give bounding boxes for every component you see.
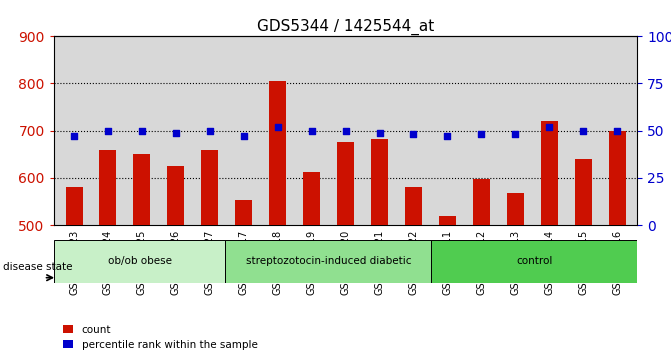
Bar bbox=[303, 172, 320, 225]
Point bbox=[476, 131, 486, 137]
Bar bbox=[507, 193, 524, 225]
Point bbox=[170, 130, 181, 135]
Title: GDS5344 / 1425544_at: GDS5344 / 1425544_at bbox=[257, 19, 434, 35]
Bar bbox=[134, 154, 150, 225]
Bar bbox=[337, 143, 354, 225]
Point bbox=[578, 128, 588, 134]
Point bbox=[510, 131, 521, 137]
Point bbox=[340, 128, 351, 134]
Bar bbox=[541, 121, 558, 225]
FancyBboxPatch shape bbox=[225, 240, 431, 283]
Bar bbox=[405, 187, 422, 225]
Point bbox=[544, 124, 554, 130]
FancyBboxPatch shape bbox=[54, 240, 225, 283]
Bar bbox=[574, 159, 592, 225]
Text: ob/ob obese: ob/ob obese bbox=[107, 256, 172, 266]
Point bbox=[442, 134, 453, 139]
Point bbox=[612, 128, 623, 134]
Bar bbox=[473, 179, 490, 225]
FancyBboxPatch shape bbox=[431, 240, 637, 283]
Bar bbox=[371, 139, 388, 225]
Bar bbox=[167, 166, 185, 225]
Bar bbox=[236, 200, 252, 225]
Point bbox=[137, 128, 148, 134]
Point bbox=[306, 128, 317, 134]
Bar bbox=[99, 150, 117, 225]
Legend: count, percentile rank within the sample: count, percentile rank within the sample bbox=[59, 321, 262, 354]
Point bbox=[238, 134, 249, 139]
Point bbox=[374, 130, 385, 135]
Point bbox=[408, 131, 419, 137]
Point bbox=[205, 128, 215, 134]
Bar bbox=[201, 150, 218, 225]
Point bbox=[68, 134, 79, 139]
Text: streptozotocin-induced diabetic: streptozotocin-induced diabetic bbox=[246, 256, 411, 266]
Point bbox=[272, 124, 283, 130]
Text: disease state: disease state bbox=[3, 262, 73, 272]
Bar bbox=[439, 216, 456, 225]
Text: control: control bbox=[516, 256, 553, 266]
Bar bbox=[269, 81, 286, 225]
Bar bbox=[66, 187, 83, 225]
Bar bbox=[609, 131, 625, 225]
Point bbox=[103, 128, 113, 134]
